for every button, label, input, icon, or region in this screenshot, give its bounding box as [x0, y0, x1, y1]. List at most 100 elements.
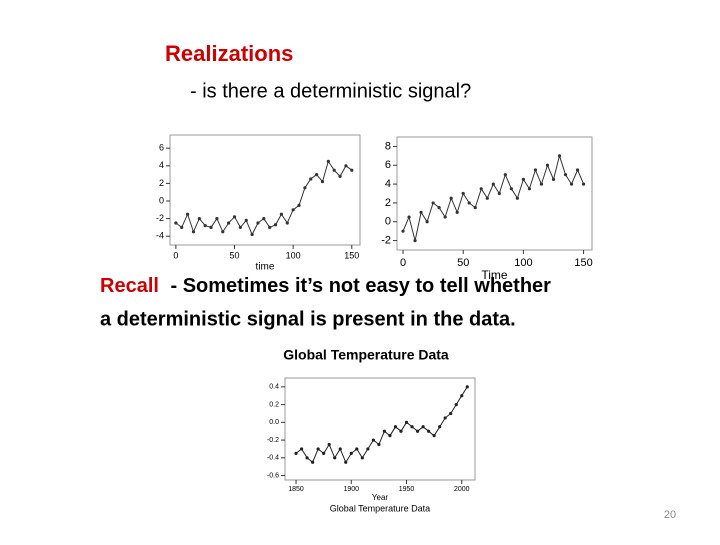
point — [191, 230, 196, 234]
point — [333, 456, 337, 460]
point — [438, 425, 442, 429]
point — [388, 434, 392, 438]
point — [344, 460, 348, 464]
y-tick-label: 6 — [159, 143, 164, 153]
y-tick-label: 6 — [385, 159, 391, 171]
point — [491, 182, 495, 186]
point — [421, 425, 425, 429]
x-axis-label: Time — [481, 268, 508, 282]
point — [467, 201, 471, 205]
point — [449, 196, 453, 200]
point — [297, 203, 301, 207]
point — [203, 224, 207, 228]
x-tick-label: 100 — [286, 250, 301, 260]
plot-frame — [284, 377, 476, 481]
point — [360, 456, 364, 460]
y-tick-label: 4 — [159, 160, 164, 170]
point — [350, 168, 354, 172]
y-tick-label: 2 — [385, 197, 391, 209]
point — [509, 187, 513, 191]
plot-frame — [396, 136, 593, 251]
point — [443, 416, 447, 420]
x-tick-label: 1850 — [288, 486, 304, 493]
point — [279, 212, 284, 216]
x-tick-label: 150 — [574, 257, 592, 269]
point — [311, 460, 315, 464]
y-tick-label: 4 — [385, 178, 391, 190]
point — [465, 385, 469, 389]
point — [268, 225, 272, 229]
point — [344, 164, 348, 168]
x-tick-label: 0 — [400, 257, 406, 269]
point — [366, 447, 370, 451]
point — [371, 438, 375, 442]
point — [244, 218, 248, 222]
point — [569, 182, 574, 186]
series-line — [295, 386, 468, 464]
point — [174, 221, 178, 225]
y-tick-label: 8 — [385, 140, 391, 152]
point — [454, 403, 458, 407]
charts: -4 -2 0 2 4 6 0 50 100 150 time -2 0 2 4 6 8 0 50 100 150 Tim… — [156, 134, 593, 513]
point — [185, 212, 190, 216]
point — [455, 210, 459, 214]
point — [449, 411, 453, 416]
point — [262, 217, 266, 221]
point — [407, 215, 411, 219]
y-tick-label: 2 — [159, 178, 164, 188]
x-tick-label: 100 — [514, 257, 532, 269]
point — [180, 225, 184, 229]
point — [485, 196, 489, 200]
y-tick-label: -2 — [156, 213, 164, 223]
plot-frame — [169, 134, 361, 246]
series-line — [402, 153, 585, 241]
point — [273, 223, 278, 227]
recall-line: a deterministic signal is present in the… — [100, 308, 516, 330]
point — [527, 187, 532, 191]
point — [432, 434, 436, 438]
x-tick-label: 50 — [457, 257, 469, 269]
point — [377, 442, 381, 447]
point — [227, 221, 231, 225]
point — [515, 196, 519, 200]
y-tick-label: 0.4 — [269, 384, 279, 391]
y-tick-label: 0 — [385, 216, 391, 228]
y-tick-label: 0.2 — [269, 401, 279, 408]
slide-subtitle: - is there a deterministic signal? — [190, 80, 471, 102]
point — [299, 447, 304, 451]
point — [215, 217, 219, 221]
point — [401, 229, 405, 233]
point — [545, 163, 550, 167]
point — [521, 177, 525, 181]
y-tick-label: -0.4 — [267, 455, 279, 462]
x-tick-label: 150 — [344, 250, 359, 260]
point — [410, 425, 414, 429]
point — [338, 447, 342, 451]
caption: Global Temperature Data — [283, 347, 449, 363]
point — [209, 225, 213, 229]
recall-text: Recall - Sometimes it’s not easy to tell… — [100, 275, 551, 297]
point — [575, 168, 580, 172]
point — [238, 225, 242, 229]
point — [338, 174, 342, 178]
point — [326, 159, 330, 163]
point — [320, 180, 325, 184]
point — [399, 429, 403, 433]
point — [581, 182, 586, 186]
point — [437, 206, 441, 210]
x-tick-label: 0 — [173, 250, 178, 260]
point — [415, 429, 420, 433]
point — [413, 238, 417, 243]
point — [232, 215, 237, 219]
point — [473, 206, 477, 210]
page-number: 20 — [664, 509, 676, 521]
y-tick-label: -2 — [381, 234, 391, 246]
x-tick-label: 1950 — [399, 486, 415, 493]
point — [349, 451, 353, 455]
point — [443, 215, 447, 219]
point — [551, 177, 556, 181]
point — [539, 182, 544, 186]
point — [533, 168, 538, 172]
